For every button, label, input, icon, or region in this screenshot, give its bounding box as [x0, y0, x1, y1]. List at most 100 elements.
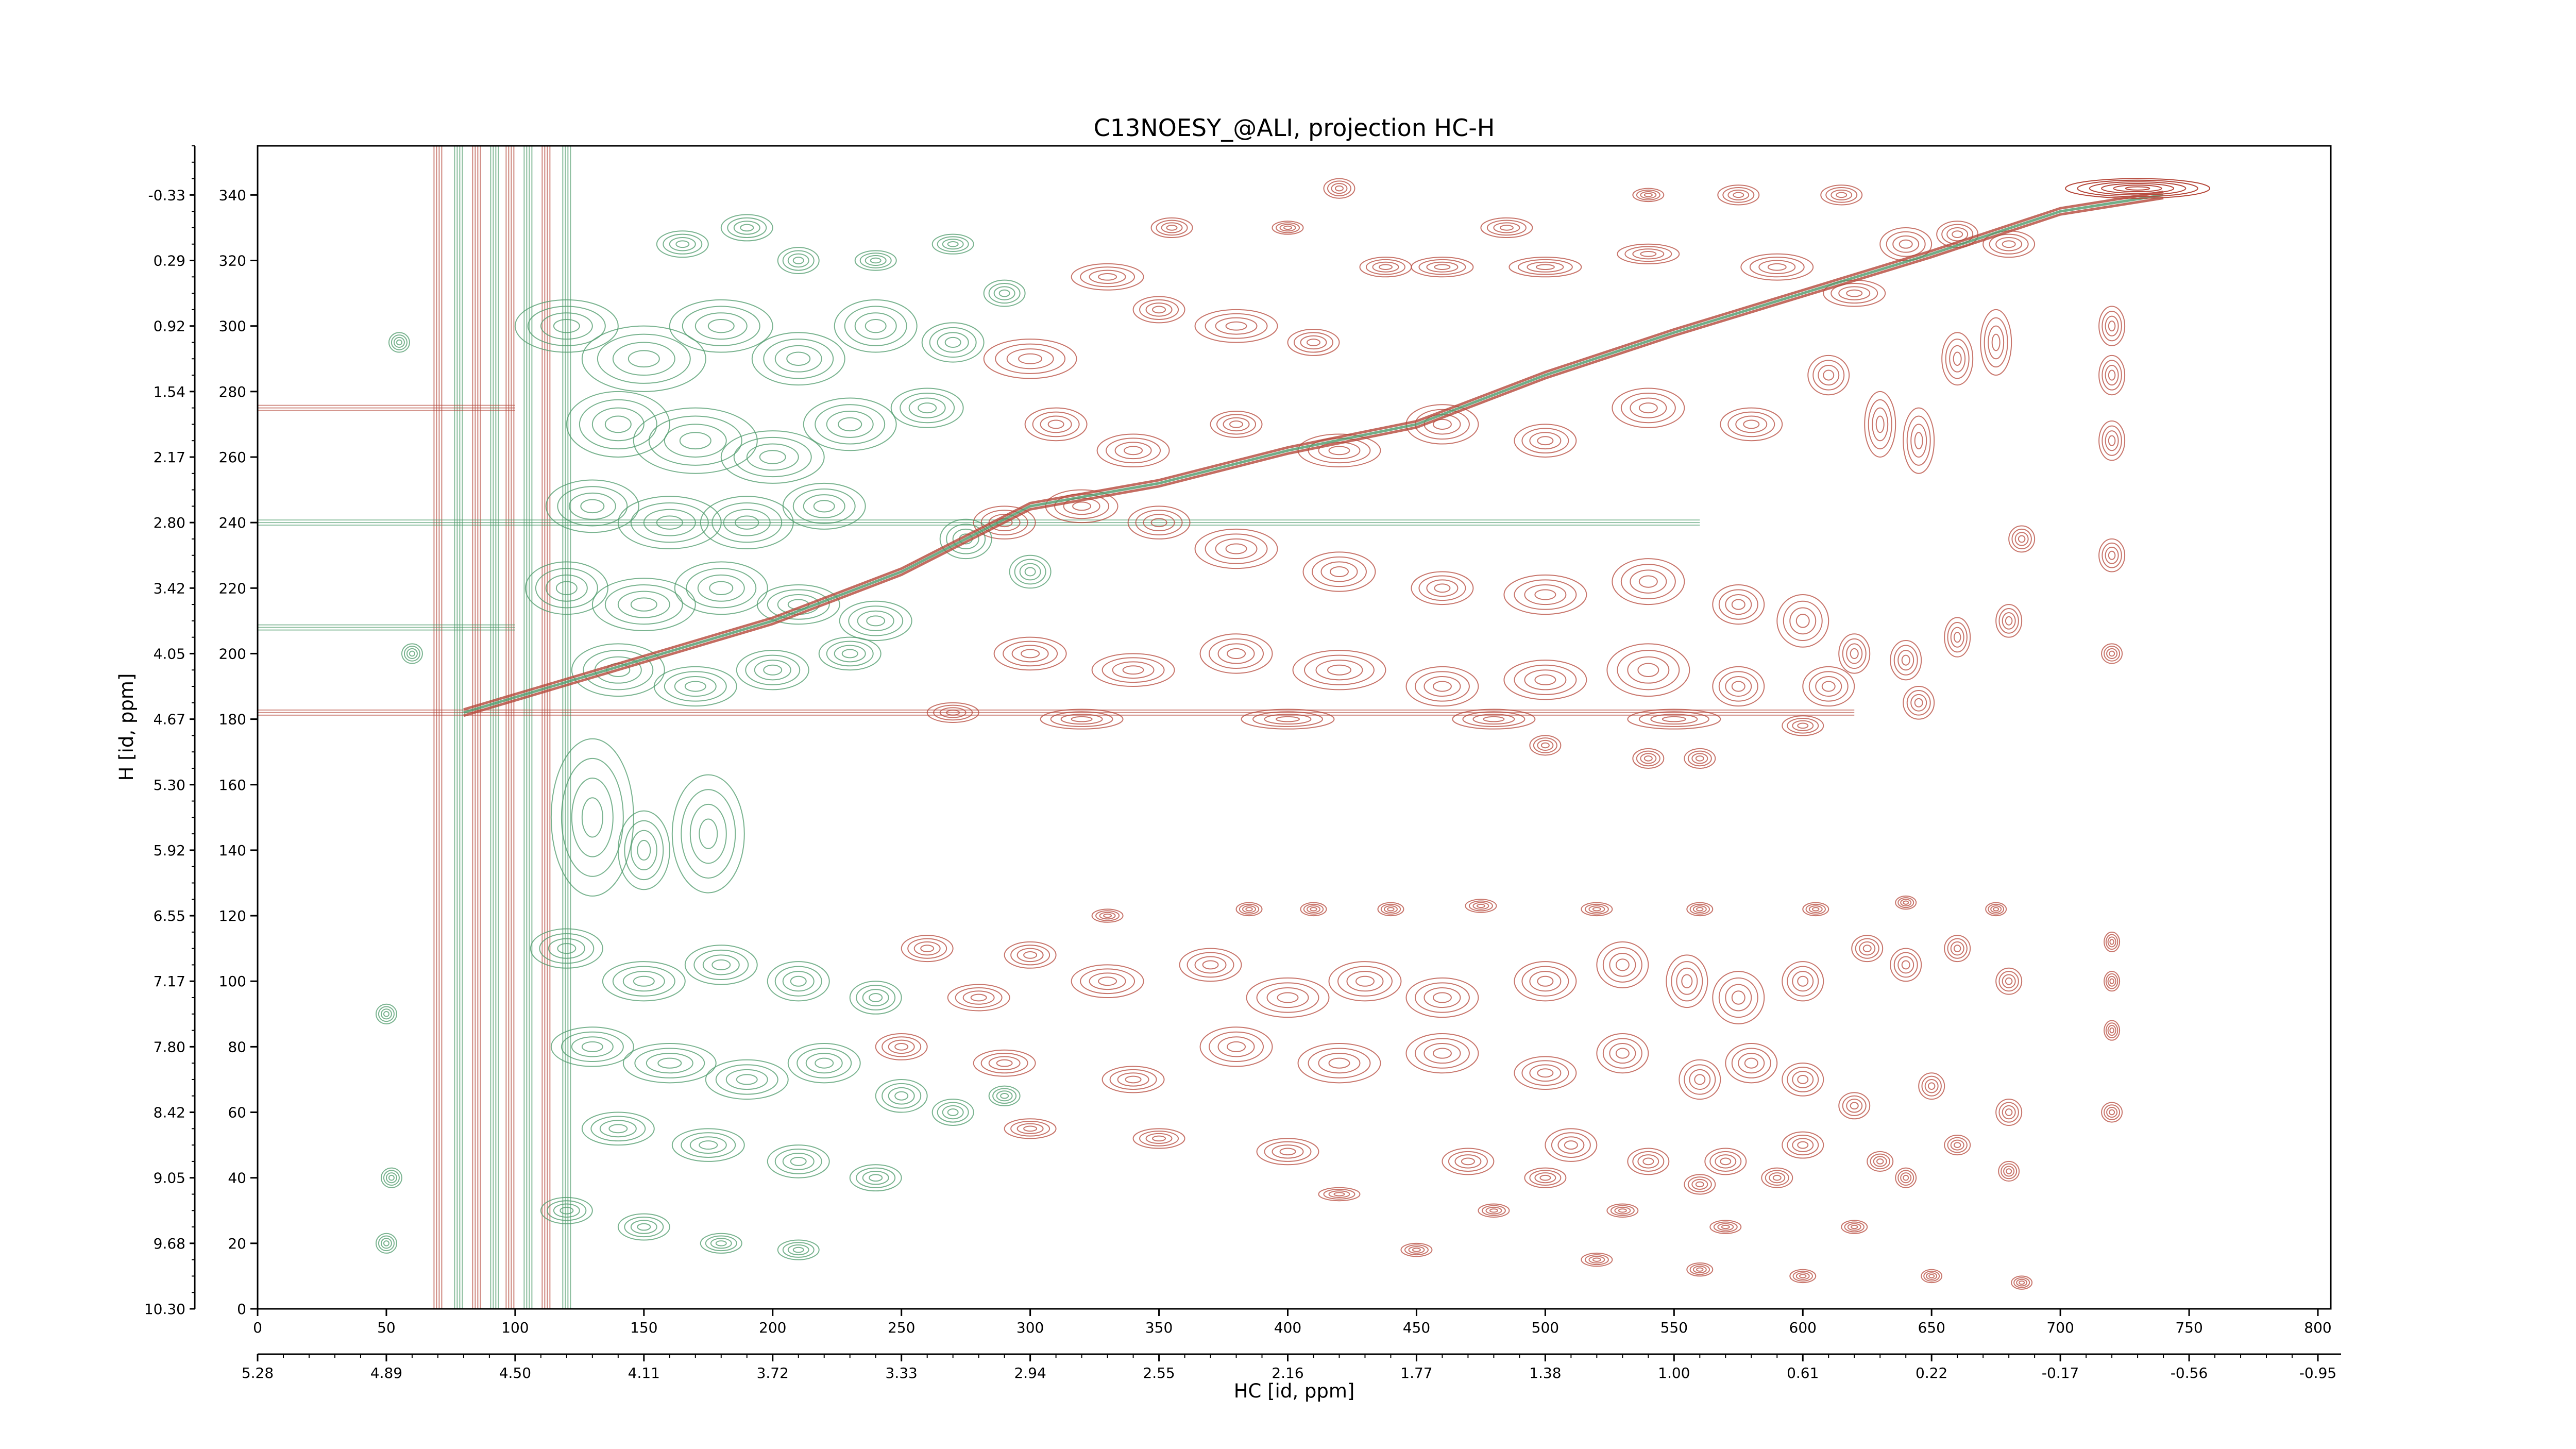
contour-level: [1846, 1099, 1863, 1113]
y-ppm-tick-label: 2.17: [154, 449, 185, 466]
contour-level: [1609, 953, 1636, 977]
positive-peak: [1323, 178, 1355, 199]
positive-peak: [1359, 257, 1412, 278]
contour-level: [1823, 369, 1835, 381]
contour-level: [681, 1132, 736, 1158]
contour-level: [1592, 1257, 1601, 1262]
contour-level: [947, 1108, 959, 1116]
contour-level: [1787, 1067, 1819, 1092]
negative-peak: [782, 482, 866, 530]
contour-level: [700, 496, 794, 550]
contour-level: [1229, 420, 1244, 428]
contour-level: [1712, 666, 1765, 707]
contour-level: [624, 1216, 664, 1238]
y-ppm-tick-label: 4.67: [154, 711, 185, 728]
contour-level: [1127, 506, 1191, 540]
contour-level: [942, 1105, 964, 1120]
contour-level: [1432, 992, 1452, 1003]
contour-level: [1805, 903, 1826, 915]
x-ppm-tick-label: -0.17: [2042, 1364, 2079, 1381]
positive-peak: [1297, 1043, 1381, 1084]
x-tick-label: 550: [1660, 1319, 1688, 1336]
positive-peak: [983, 339, 1077, 379]
contour-level: [1696, 1267, 1704, 1272]
contour-level: [1694, 1074, 1706, 1085]
chart-title: C13NOESY_@ALI, projection HC-H: [1094, 114, 1495, 142]
contour-level: [1758, 260, 1796, 274]
contour-level: [1838, 1092, 1871, 1120]
negative-peak: [849, 1164, 902, 1192]
contour-level: [926, 702, 979, 723]
contour-level: [907, 938, 947, 959]
contour-level: [1713, 1221, 1738, 1233]
negative-peak: [566, 391, 670, 458]
contour-level: [1537, 975, 1554, 987]
contour-level: [591, 407, 645, 442]
contour-level: [648, 415, 742, 466]
contour-level: [388, 1174, 395, 1181]
contour-level: [920, 945, 935, 953]
contour-level: [1612, 387, 1685, 428]
y-tick-label: 40: [228, 1170, 246, 1187]
x-tick-label: 650: [1918, 1319, 1945, 1336]
contour-level: [2002, 974, 2016, 988]
y-axis: 0 10.30 20 9.68 40 9.05 60 8.42 80 7.80 100 7.17 120…: [144, 145, 258, 1318]
contour-level: [1640, 191, 1657, 199]
contour-level: [1873, 1156, 1887, 1167]
y-ppm-tick-label: 4.05: [154, 645, 185, 662]
contour-level: [1411, 257, 1474, 278]
contour-level: [1893, 952, 1918, 978]
positive-peak: [1627, 1148, 1670, 1175]
contour-level: [1632, 248, 1665, 260]
positive-peak: [1480, 217, 1533, 239]
positive-peak: [1612, 387, 1685, 428]
contour-level: [1099, 912, 1116, 920]
contour-level: [1684, 748, 1716, 769]
positive-peak: [1581, 1252, 1613, 1267]
contour-level: [1414, 671, 1470, 702]
contour-level: [1906, 415, 1931, 466]
y-tick-label: 100: [219, 973, 246, 990]
contour-level: [1802, 666, 1855, 707]
contour-level: [1910, 694, 1927, 712]
contour-level: [383, 1011, 389, 1017]
contour-level: [1782, 1131, 1824, 1159]
contour-level: [2105, 364, 2119, 386]
contour-level: [617, 591, 670, 618]
contour-level: [1738, 1053, 1765, 1074]
contour-level: [1815, 676, 1842, 697]
contour-level: [1984, 317, 2008, 368]
contour-level: [1944, 617, 1971, 658]
x-tick-label: 50: [377, 1319, 396, 1336]
contour-level: [2014, 532, 2029, 546]
contour-level: [1872, 407, 1889, 442]
contour-level: [2006, 1168, 2012, 1174]
contour-level: [1692, 1266, 1707, 1274]
contour-level: [1152, 1135, 1166, 1142]
contour-level: [1545, 1128, 1598, 1162]
contour-level: [530, 928, 603, 969]
contour-level: [988, 1056, 1021, 1070]
reference-peak: [2113, 184, 2162, 193]
positive-peak: [1704, 1148, 1747, 1175]
contour-level: [1952, 230, 1963, 239]
contour-level: [1838, 286, 1871, 300]
contour-level: [1272, 221, 1304, 235]
positive-peak: [1071, 964, 1144, 999]
contour-level: [939, 707, 967, 718]
contour-level: [1855, 938, 1879, 959]
contour-level: [391, 334, 408, 350]
y-tick-label: 320: [219, 252, 246, 269]
contour-level: [1514, 664, 1577, 695]
contour-level: [913, 941, 941, 956]
contour-level: [839, 600, 912, 642]
positive-peak: [1514, 424, 1577, 458]
positive-peak: [1740, 253, 1814, 281]
contour-level: [998, 289, 1010, 297]
contour-level: [707, 318, 735, 333]
contour-level: [1606, 643, 1690, 697]
negative-peak: [700, 1233, 742, 1254]
positive-peak: [1256, 1138, 1319, 1166]
contour-level: [1557, 1136, 1585, 1154]
contour-level: [1617, 243, 1680, 264]
